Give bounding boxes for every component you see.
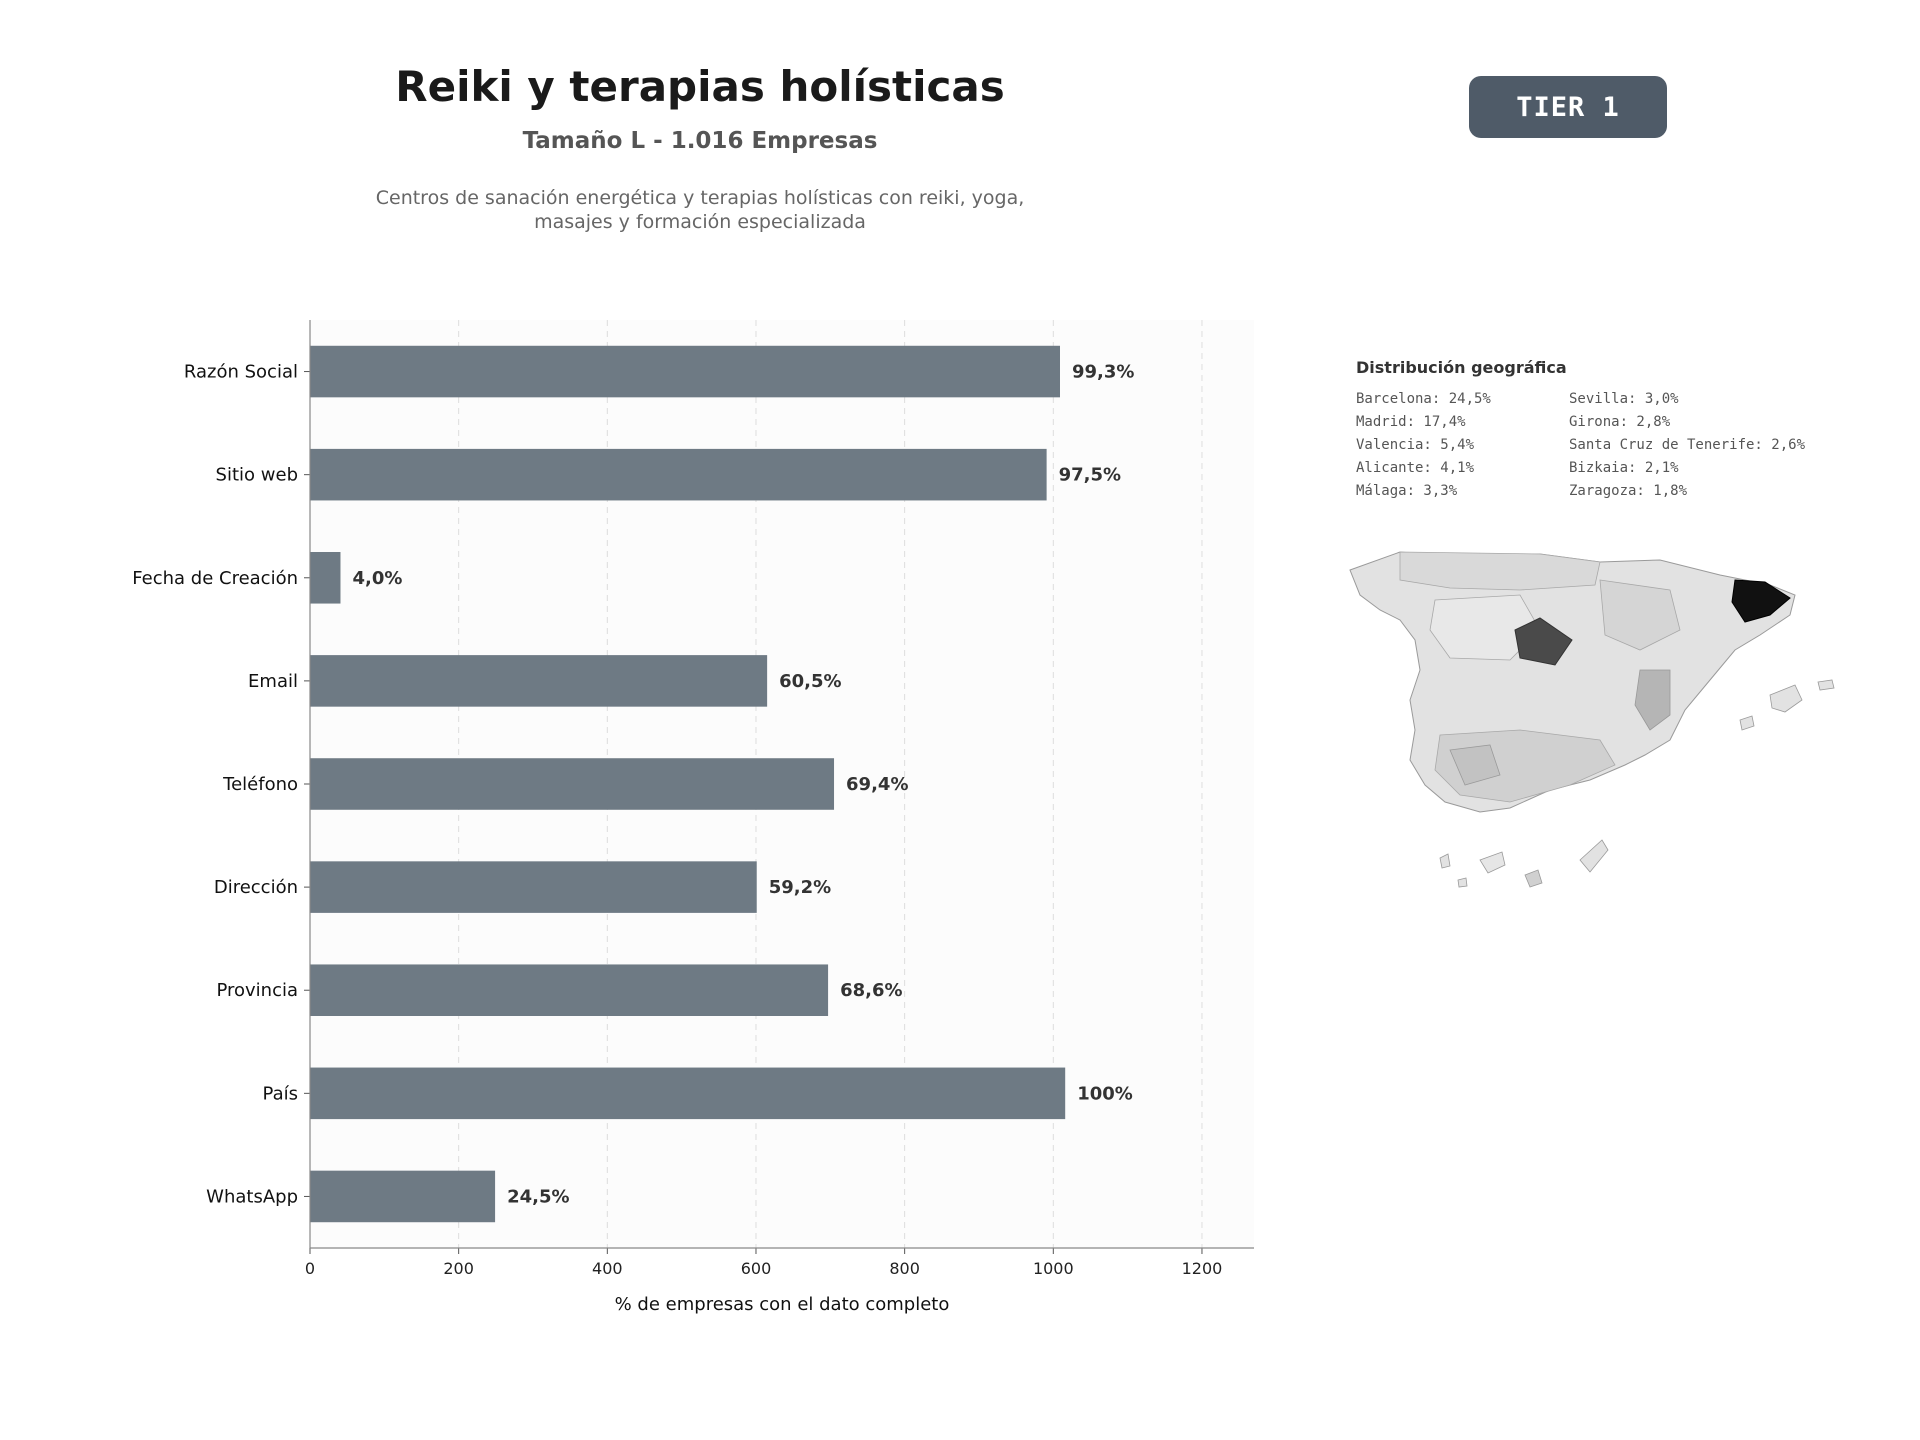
y-tick-label: Provincia — [216, 980, 298, 1001]
spain-choropleth-map — [1349, 551, 1835, 888]
x-tick-label: 400 — [592, 1259, 623, 1278]
region-valencia — [1634, 669, 1671, 731]
geo-entry-valencia: Valencia: 5,4% — [1356, 437, 1475, 453]
bar — [310, 861, 757, 913]
island-ibiza — [1739, 715, 1755, 731]
region-castilla — [1429, 594, 1541, 661]
data-label: 60,5% — [779, 671, 841, 692]
geo-entry-barcelona: Barcelona: 24,5% — [1356, 391, 1491, 407]
y-tick-label: Email — [248, 671, 298, 692]
geo-title: Distribución geográfica — [1356, 358, 1567, 377]
island-menorca — [1817, 679, 1835, 691]
geo-entry-bizkaia: Bizkaia: 2,1% — [1569, 460, 1679, 476]
bar — [310, 448, 1047, 501]
data-label: 99,3% — [1072, 362, 1134, 383]
island-gran-canaria — [1524, 869, 1543, 888]
description-line-1: Centros de sanación energética y terapia… — [375, 187, 1025, 209]
island-gomera — [1457, 877, 1468, 888]
data-label: 69,4% — [846, 774, 908, 795]
bar — [310, 964, 829, 1016]
page-description: Centros de sanación energética y terapia… — [0, 186, 1400, 234]
page-subtitle: Tamaño L - 1.016 Empresas — [522, 128, 878, 154]
bar — [310, 345, 1060, 398]
y-tick-label: WhatsApp — [206, 1186, 298, 1207]
page-title: Reiki y terapias holísticas — [395, 62, 1005, 111]
bar — [310, 758, 835, 810]
data-label: 59,2% — [769, 877, 831, 898]
bar — [310, 1067, 1066, 1120]
island-fuerteventura — [1579, 839, 1609, 873]
region-aragon — [1599, 579, 1681, 651]
region-north — [1399, 551, 1601, 591]
island-la-palma — [1439, 853, 1451, 869]
data-label: 4,0% — [352, 568, 402, 589]
island-mallorca — [1769, 684, 1803, 713]
data-label: 97,5% — [1059, 465, 1121, 486]
geo-entry-zaragoza: Zaragoza: 1,8% — [1569, 483, 1688, 499]
y-tick-label: País — [263, 1083, 298, 1104]
x-tick-label: 200 — [443, 1259, 474, 1278]
geo-entry-alicante: Alicante: 4,1% — [1356, 460, 1475, 476]
bar — [310, 655, 768, 707]
y-tick-label: Sitio web — [216, 465, 298, 486]
data-label: 100% — [1077, 1083, 1133, 1104]
x-tick-label: 1200 — [1182, 1259, 1223, 1278]
region-madrid — [1514, 617, 1573, 666]
geo-entry-madrid: Madrid: 17,4% — [1356, 414, 1466, 430]
y-tick-label: Teléfono — [222, 774, 298, 795]
bar-chart: 0 200 400 600 800 1000 1200 Razón Social 99,3% Si… — [132, 320, 1254, 1315]
region-sevilla — [1449, 744, 1501, 786]
geo-entry-tenerife: Santa Cruz de Tenerife: 2,6% — [1569, 437, 1806, 453]
island-tenerife — [1479, 851, 1506, 874]
geo-distribution-panel: Distribución geográfica Barcelona: 24,5%… — [1356, 358, 1876, 499]
tier-badge: TIER 1 — [1469, 76, 1667, 138]
region-barcelona — [1731, 579, 1791, 623]
x-tick-label: 1000 — [1033, 1259, 1074, 1278]
bar — [310, 552, 341, 604]
bar — [310, 1170, 496, 1223]
description-line-2: masajes y formación especializada — [534, 211, 866, 233]
y-tick-label: Razón Social — [184, 362, 298, 383]
geo-entry-sevilla: Sevilla: 3,0% — [1569, 391, 1679, 407]
y-tick-label: Dirección — [214, 877, 298, 898]
geo-entry-girona: Girona: 2,8% — [1569, 414, 1671, 430]
geo-list: Barcelona: 24,5% Sevilla: 3,0% Madrid: 1… — [1356, 391, 1876, 499]
y-tick-label: Fecha de Creación — [132, 568, 298, 589]
x-axis-label: % de empresas con el dato completo — [615, 1294, 950, 1315]
data-label: 68,6% — [840, 980, 902, 1001]
x-tick-label: 0 — [305, 1259, 315, 1278]
x-tick-label: 800 — [889, 1259, 920, 1278]
x-tick-label: 600 — [741, 1259, 772, 1278]
data-label: 24,5% — [507, 1186, 569, 1207]
geo-entry-malaga: Málaga: 3,3% — [1356, 483, 1458, 499]
